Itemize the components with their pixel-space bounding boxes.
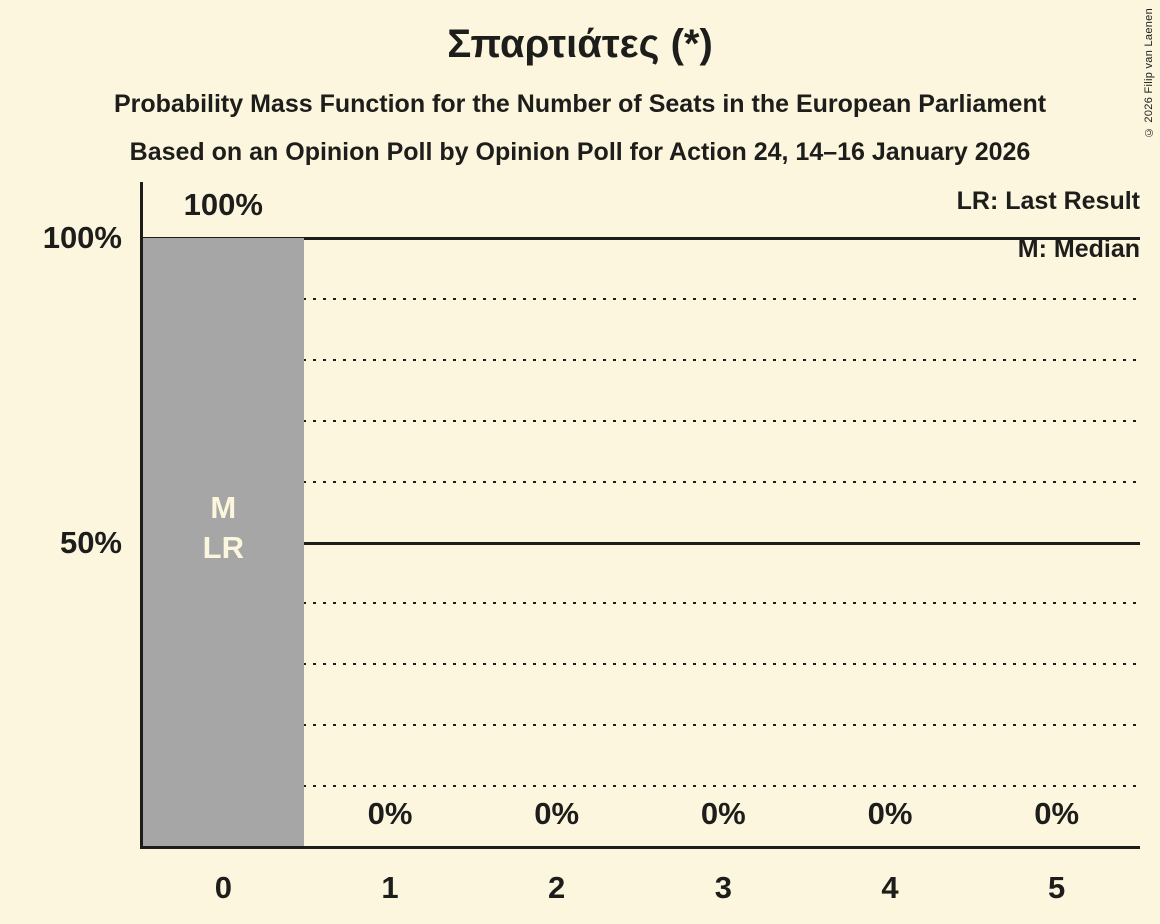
gridline-dotted-20: [143, 724, 1140, 727]
value-label-0: 100%: [183, 187, 263, 222]
y-axis-line: [140, 182, 143, 849]
gridline-dotted-80: [143, 358, 1140, 361]
value-label-4: 0%: [867, 796, 913, 831]
x-tick-label-0: 0: [214, 870, 232, 905]
bar-seats-0: [142, 238, 305, 846]
x-tick-label-3: 3: [714, 870, 732, 905]
value-label-5: 0%: [1034, 796, 1080, 831]
gridline-solid-100: [143, 237, 1140, 240]
x-axis-line: [140, 846, 1140, 849]
copyright-notice: © 2026 Filip van Laenen: [1143, 8, 1155, 139]
gridline-dotted-60: [143, 480, 1140, 483]
value-label-1: 0%: [367, 796, 413, 831]
bar-annotation-median-lastresult: M LR: [202, 489, 244, 565]
gridline-dotted-70: [143, 419, 1140, 422]
chart-subtitle: Probability Mass Function for the Number…: [113, 90, 1047, 118]
x-tick-label-1: 1: [381, 870, 399, 905]
legend-last-result: LR: Last Result: [956, 187, 1140, 215]
y-tick-label-100: 100%: [42, 220, 122, 255]
poll-source-subtitle: Based on an Opinion Poll by Opinion Poll…: [129, 138, 1031, 166]
gridline-solid-50: [143, 541, 1140, 545]
value-label-3: 0%: [700, 796, 746, 831]
legend-median: M: Median: [1017, 235, 1140, 263]
chart-title: Σπαρτιάτες (*): [447, 22, 713, 66]
gridline-dotted-30: [143, 663, 1140, 666]
gridline-dotted-90: [143, 297, 1140, 300]
gridline-dotted-40: [143, 602, 1140, 605]
value-label-2: 0%: [534, 796, 580, 831]
x-tick-label-4: 4: [881, 870, 899, 905]
gridline-dotted-10: [143, 785, 1140, 788]
x-tick-label-5: 5: [1048, 870, 1066, 905]
y-tick-label-50: 50%: [59, 524, 122, 560]
x-tick-label-2: 2: [548, 870, 566, 905]
